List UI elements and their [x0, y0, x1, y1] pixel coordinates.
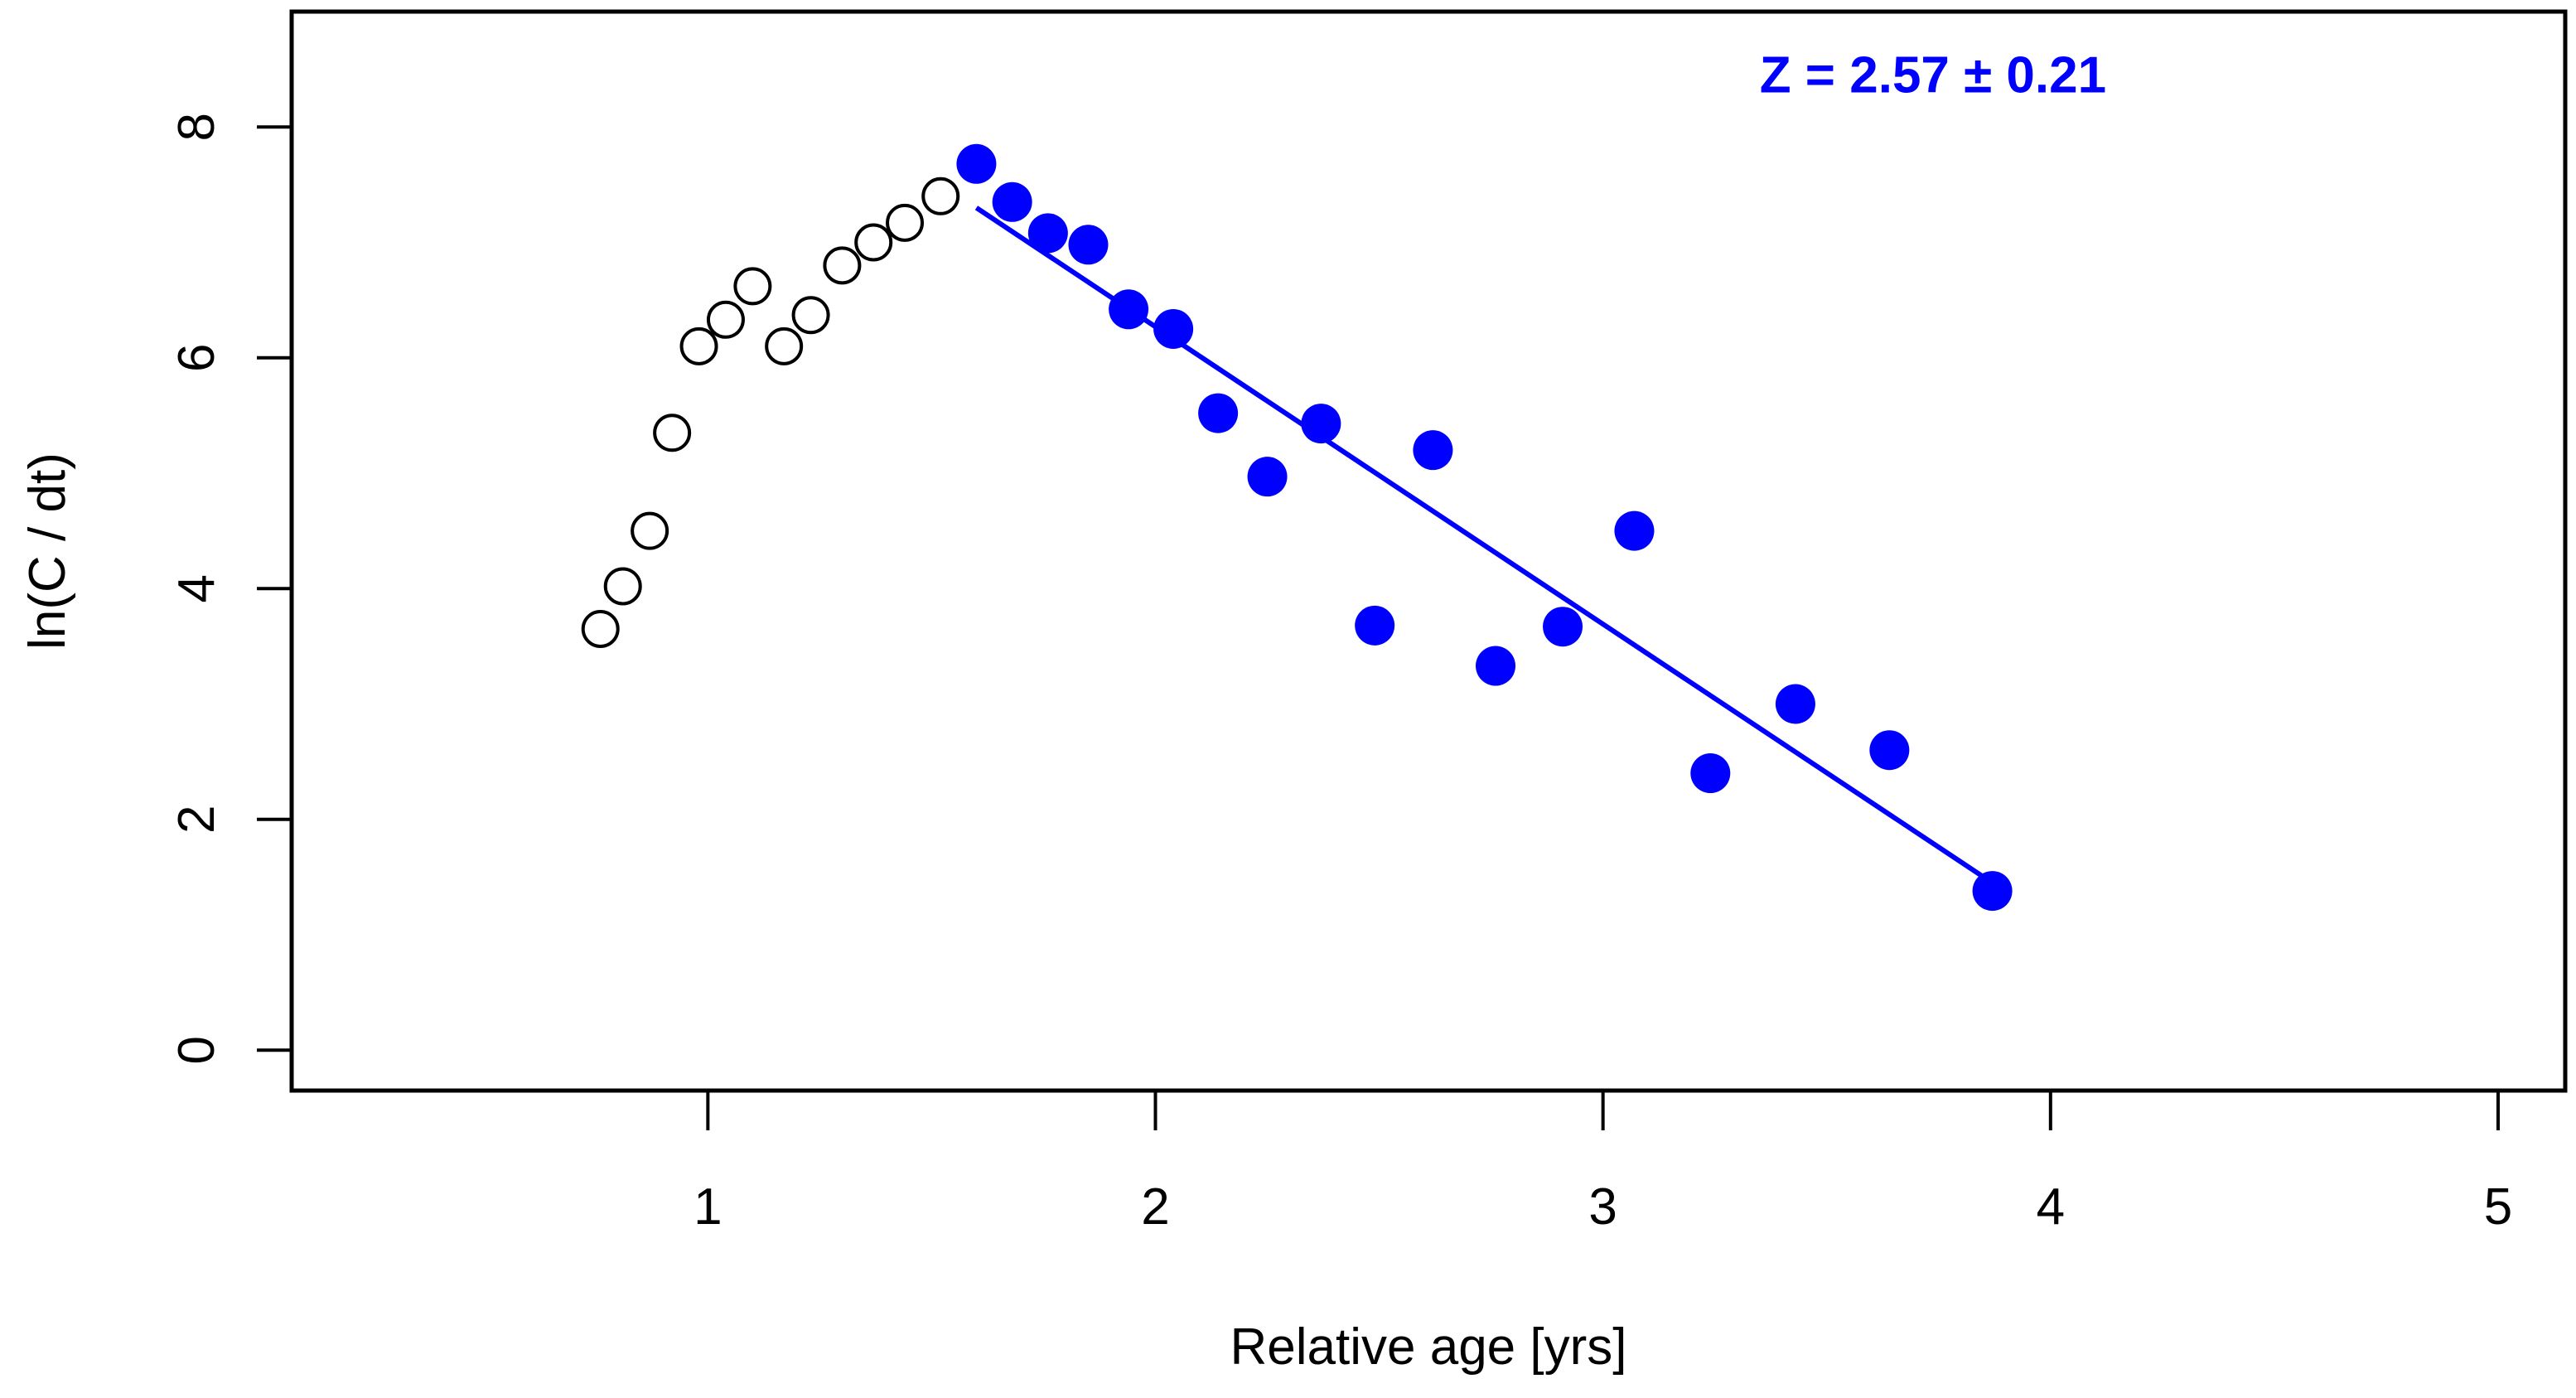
fitted-point: [1109, 289, 1149, 330]
fitted-point: [992, 181, 1032, 222]
fitted-point: [1247, 457, 1288, 497]
fitted-point: [1972, 871, 2013, 912]
fitted-point: [1068, 225, 1109, 265]
excluded-point: [679, 327, 718, 365]
fitted-point: [1690, 753, 1731, 794]
x-tick-label: 4: [2037, 1178, 2065, 1236]
y-axis-label: ln(C / dt): [19, 452, 76, 650]
excluded-point: [886, 203, 925, 242]
z-annotation: Z = 2.57 ± 0.21: [1760, 46, 2106, 104]
x-axis: 1 2 3 4 5: [694, 1091, 2512, 1236]
fitted-point: [1301, 404, 1341, 444]
y-axis: 0 2 4 6 8: [168, 113, 292, 1065]
plot-frame: [289, 9, 2568, 1093]
x-tick-label: 2: [1141, 1178, 1169, 1236]
fitted-point: [1153, 308, 1194, 349]
excluded-point: [653, 414, 692, 452]
fitted-point: [1869, 730, 1910, 771]
fitted-point: [1543, 607, 1583, 647]
x-axis-label: Relative age [yrs]: [1230, 1318, 1627, 1376]
y-tick-label: 0: [168, 1036, 225, 1064]
fitted-point: [1198, 393, 1239, 433]
regression-layer: [974, 206, 1994, 885]
x-tick-label: 3: [1588, 1178, 1617, 1236]
excluded-point: [765, 327, 804, 365]
excluded-point: [921, 177, 960, 215]
excluded-point: [603, 567, 642, 606]
excluded-point: [631, 511, 669, 550]
fitted-point: [1413, 430, 1453, 471]
excluded-point: [706, 300, 745, 339]
x-tick-label: 1: [694, 1178, 722, 1236]
excluded-point: [733, 267, 772, 306]
excluded-point: [854, 223, 893, 262]
fitted-point: [1775, 684, 1815, 724]
y-tick-label: 4: [168, 574, 225, 602]
y-tick-label: 8: [168, 113, 225, 141]
excluded-point: [581, 609, 620, 648]
points-layer: [581, 143, 2013, 912]
y-tick-label: 2: [168, 805, 225, 834]
fitted-point: [1027, 213, 1068, 254]
x-tick-label: 5: [2484, 1178, 2512, 1236]
fitted-point: [1355, 605, 1395, 646]
regression-line: [974, 206, 1994, 885]
excluded-point: [823, 246, 862, 285]
y-tick-label: 6: [168, 344, 225, 372]
fitted-point: [1614, 510, 1655, 551]
fitted-point: [956, 143, 997, 184]
fitted-point: [1476, 646, 1516, 686]
excluded-point: [791, 296, 830, 335]
